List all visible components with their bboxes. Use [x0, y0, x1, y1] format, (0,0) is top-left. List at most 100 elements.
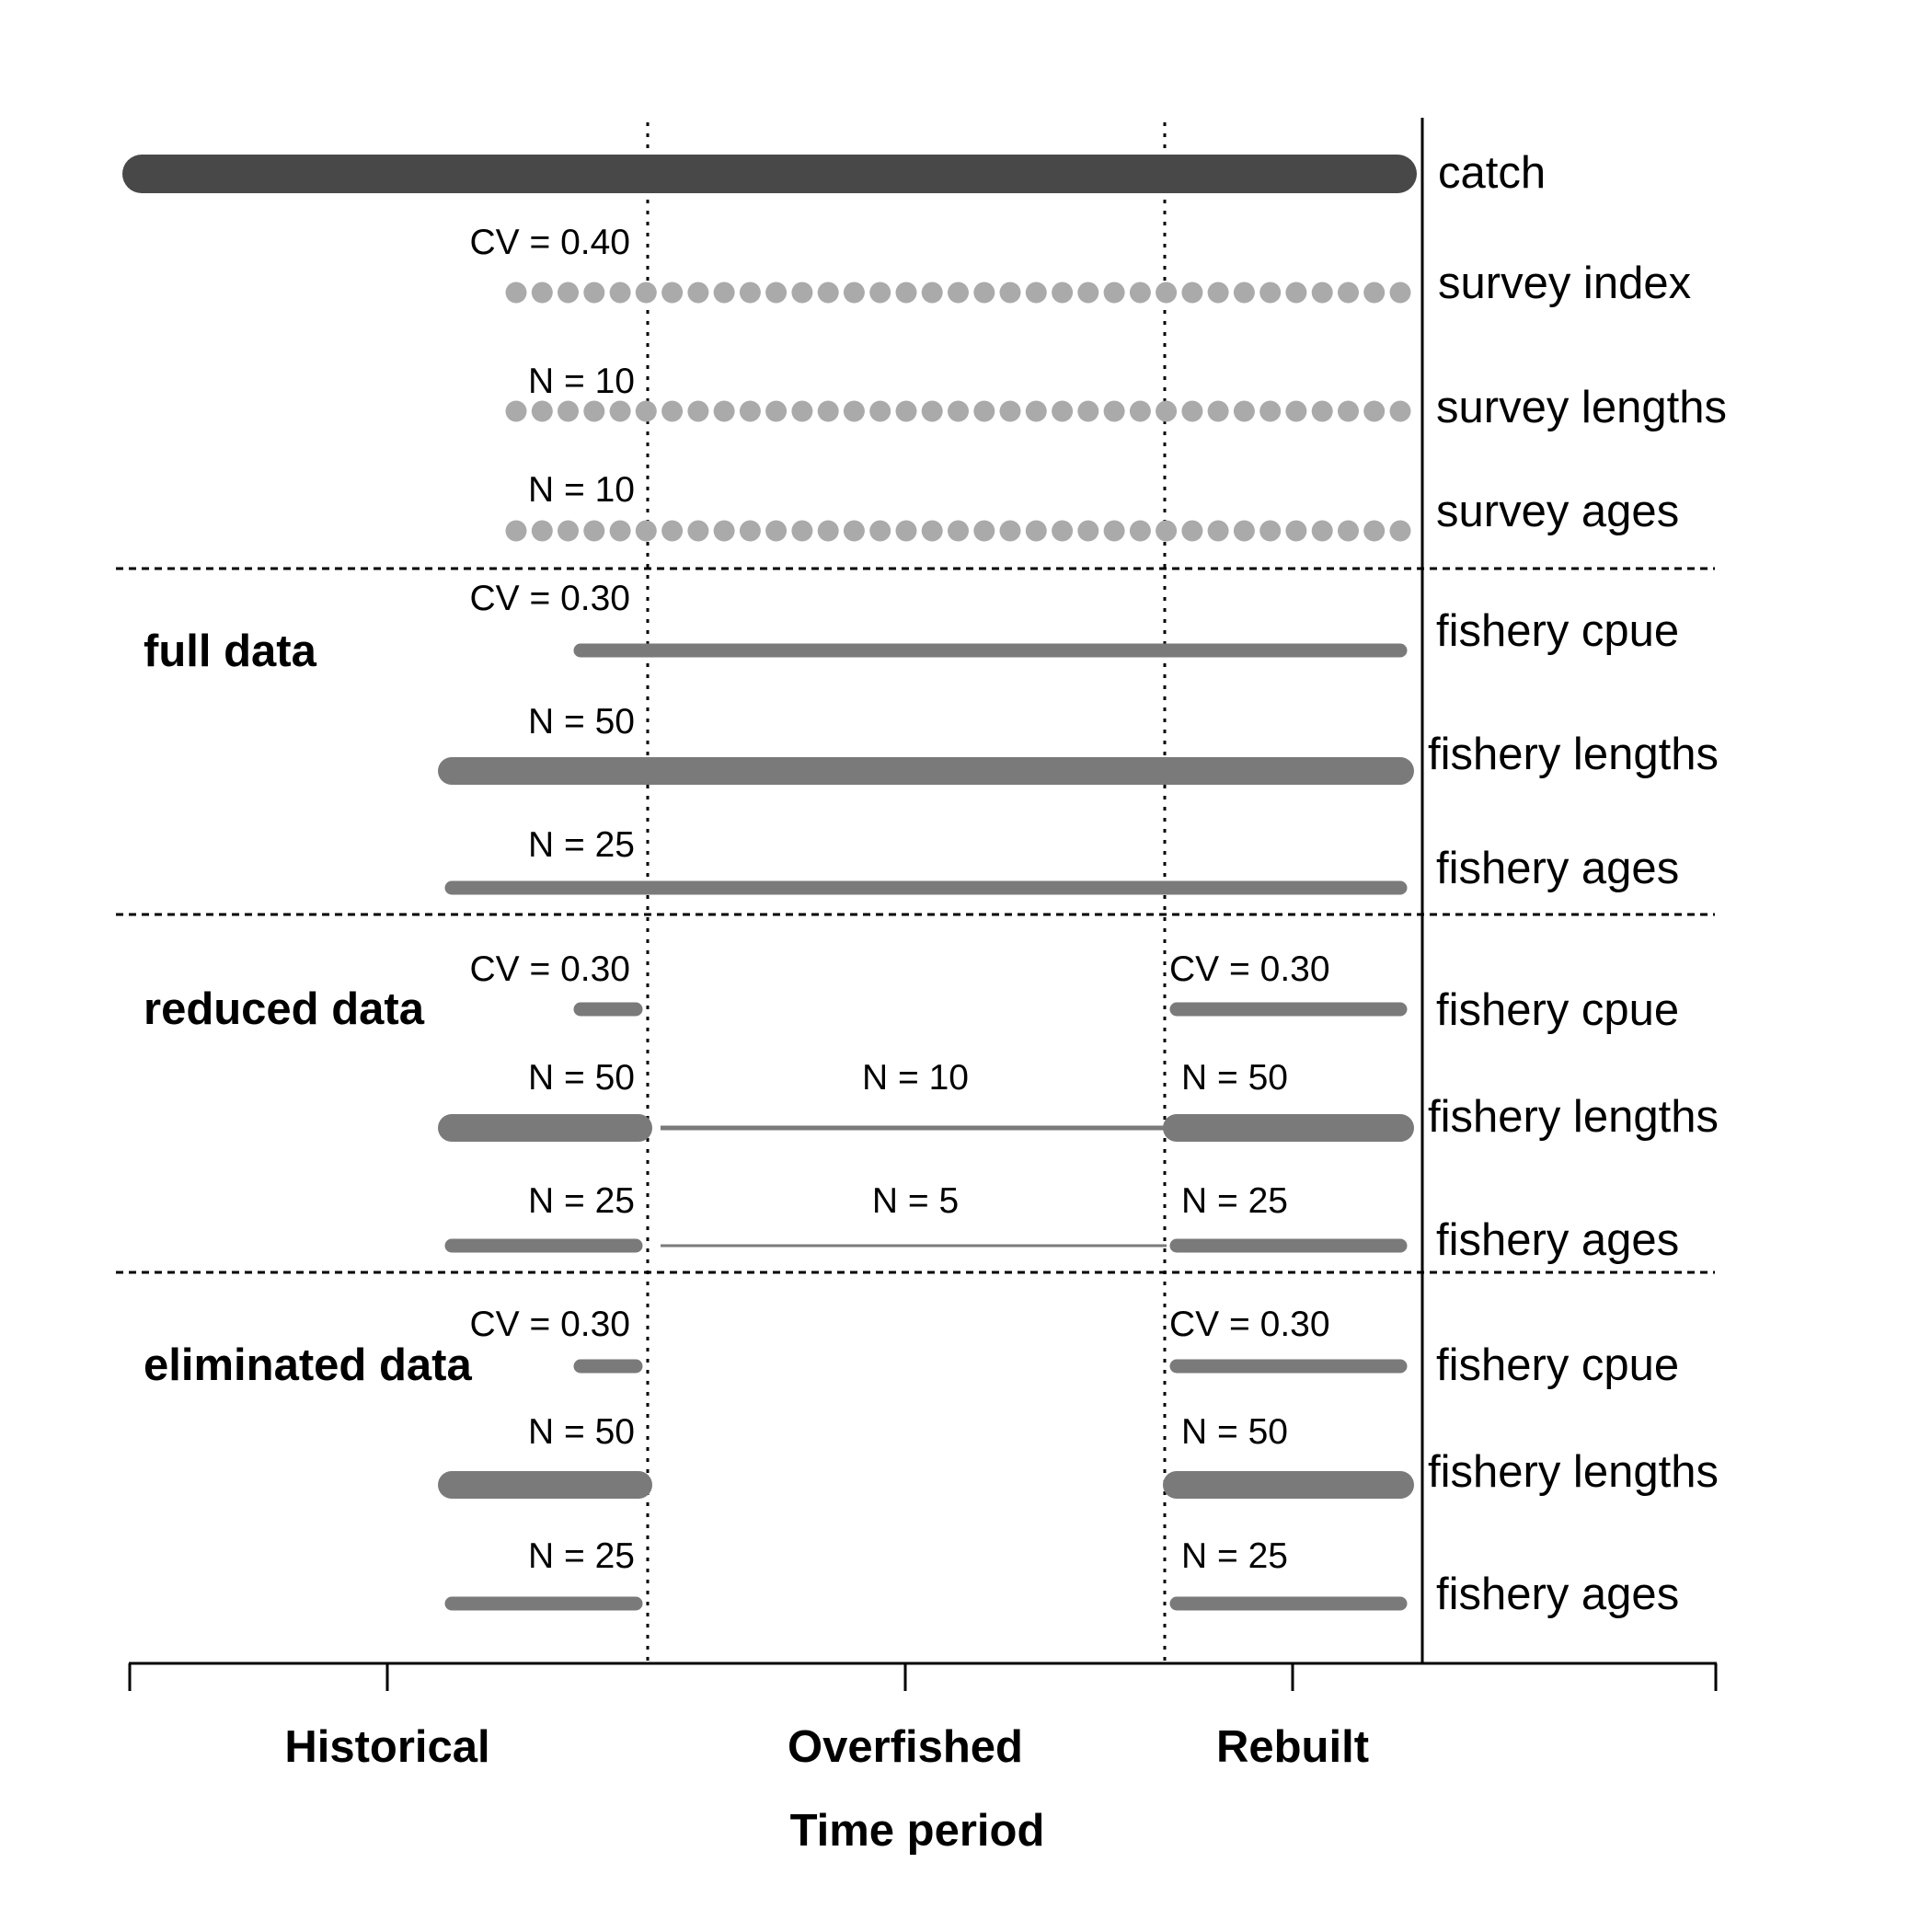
- survey-dot: [1052, 520, 1074, 542]
- survey-dot: [609, 520, 631, 542]
- survey-dot: [1311, 520, 1333, 542]
- survey-dot: [1233, 520, 1255, 542]
- survey-dot: [973, 520, 995, 542]
- survey-dot: [1129, 400, 1151, 422]
- survey-dot: [1129, 282, 1151, 304]
- survey-dot: [1311, 282, 1333, 304]
- survey-dot: [1207, 520, 1229, 542]
- survey-dot: [531, 282, 553, 304]
- row-name-survey-index: survey index: [1438, 259, 1691, 308]
- survey-dot: [583, 400, 605, 422]
- annotation-reduced-lengths-over: N = 10: [862, 1058, 969, 1098]
- annotation-elim-lengths-hist: N = 50: [528, 1412, 635, 1452]
- survey-dot: [1233, 282, 1255, 304]
- survey-dot: [713, 520, 735, 542]
- survey-dot: [1156, 400, 1178, 422]
- annotation-reduced-ages-reb: N = 25: [1181, 1181, 1288, 1221]
- survey-dot: [505, 520, 527, 542]
- survey-lengths-dots: [505, 400, 1411, 422]
- survey-dot: [895, 520, 917, 542]
- survey-dot: [999, 282, 1021, 304]
- survey-dot: [1389, 400, 1411, 422]
- survey-dot: [1103, 282, 1125, 304]
- row-name-reduced-lengths: fishery lengths: [1428, 1092, 1719, 1142]
- survey-dot: [1311, 400, 1333, 422]
- row-name-elim-lengths: fishery lengths: [1428, 1447, 1719, 1497]
- survey-dot: [973, 282, 995, 304]
- survey-dot: [1052, 282, 1074, 304]
- survey-dot: [1181, 400, 1203, 422]
- survey-dot: [661, 400, 684, 422]
- survey-dot: [921, 520, 943, 542]
- survey-dot: [713, 400, 735, 422]
- survey-dot: [687, 282, 709, 304]
- row-name-full-lengths: fishery lengths: [1428, 730, 1719, 779]
- annotation-elim-lengths-reb: N = 50: [1181, 1412, 1288, 1452]
- survey-dot: [1285, 520, 1307, 542]
- survey-dot: [687, 520, 709, 542]
- row-name-elim-ages: fishery ages: [1436, 1570, 1679, 1619]
- survey-dot: [948, 520, 969, 542]
- survey-dot: [948, 400, 969, 422]
- annotation-elim-ages-hist: N = 25: [528, 1536, 635, 1576]
- survey-dot: [661, 282, 684, 304]
- survey-dot: [791, 282, 813, 304]
- survey-dot: [817, 520, 839, 542]
- row-name-elim-cpue: fishery cpue: [1436, 1340, 1679, 1390]
- survey-dot: [791, 400, 813, 422]
- survey-dot: [843, 520, 865, 542]
- survey-dot: [817, 400, 839, 422]
- row-name-full-cpue: fishery cpue: [1436, 606, 1679, 656]
- survey-dot: [531, 400, 553, 422]
- group-label-full-data: full data: [144, 627, 317, 676]
- survey-dot: [1389, 282, 1411, 304]
- survey-dot: [558, 520, 579, 542]
- survey-dot: [1025, 520, 1047, 542]
- survey-dot: [661, 520, 684, 542]
- survey-dot: [999, 520, 1021, 542]
- row-name-survey-ages: survey ages: [1436, 487, 1679, 536]
- period-label-historical: Historical: [284, 1722, 489, 1772]
- survey-dot: [583, 520, 605, 542]
- survey-dot: [1363, 400, 1386, 422]
- annotation-survey-index-cv: CV = 0.40: [469, 223, 630, 262]
- survey-dot: [505, 282, 527, 304]
- survey-dot: [791, 520, 813, 542]
- survey-dot: [999, 400, 1021, 422]
- survey-dot: [1338, 400, 1359, 422]
- annotation-reduced-lengths-hist: N = 50: [528, 1058, 635, 1098]
- annotation-reduced-cpue-reb: CV = 0.30: [1169, 949, 1330, 989]
- survey-dot: [869, 520, 891, 542]
- survey-dot: [765, 282, 788, 304]
- survey-dot: [765, 400, 788, 422]
- survey-dot: [1025, 400, 1047, 422]
- survey-dot: [1103, 520, 1125, 542]
- survey-dot: [1052, 400, 1074, 422]
- group-label-eliminated-data: eliminated data: [144, 1340, 472, 1390]
- annotation-full-cpue-hist: CV = 0.30: [469, 579, 630, 618]
- group-label-reduced-data: reduced data: [144, 984, 425, 1034]
- survey-dot: [843, 282, 865, 304]
- survey-dot: [1077, 400, 1099, 422]
- survey-dot: [895, 282, 917, 304]
- survey-dot: [1181, 520, 1203, 542]
- survey-dot: [505, 400, 527, 422]
- annotation-survey-ages-n: N = 10: [528, 470, 635, 510]
- period-label-rebuilt: Rebuilt: [1216, 1722, 1369, 1772]
- annotation-reduced-ages-hist: N = 25: [528, 1181, 635, 1221]
- survey-dot: [1156, 282, 1178, 304]
- survey-dot: [531, 520, 553, 542]
- annotation-reduced-lengths-reb: N = 50: [1181, 1058, 1288, 1098]
- survey-dot: [583, 282, 605, 304]
- survey-index-dots: [505, 282, 1411, 304]
- period-label-overfished: Overfished: [788, 1722, 1023, 1772]
- survey-dot: [558, 400, 579, 422]
- survey-dot: [1156, 520, 1178, 542]
- survey-ages-dots: [505, 520, 1411, 542]
- survey-dot: [635, 520, 657, 542]
- survey-dot: [558, 282, 579, 304]
- survey-dot: [1233, 400, 1255, 422]
- survey-dot: [1259, 400, 1282, 422]
- annotation-full-lengths-hist: N = 50: [528, 702, 635, 742]
